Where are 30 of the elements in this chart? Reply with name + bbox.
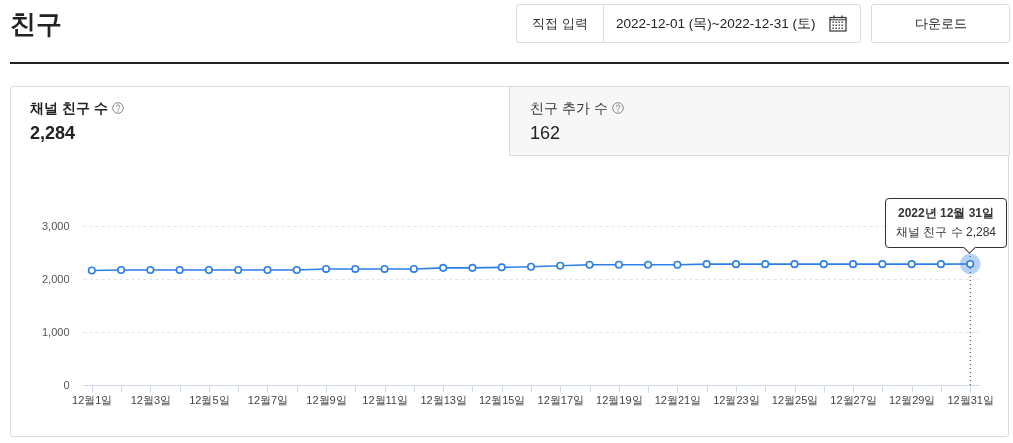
x-tick-label: 12월27일 — [830, 393, 877, 406]
text: 2,284 — [30, 123, 76, 143]
x-tick-label: 12월7일 — [247, 393, 289, 406]
text: 다운로드 — [914, 14, 967, 33]
annotation: 채널 친구 수 2,284 — [896, 223, 997, 241]
y-tick-label: 3,000 — [41, 219, 70, 232]
x-tick-label: 12월29일 — [888, 393, 936, 406]
tooltip: 2022년 12월 31일 채널 친구 수 2,284 — [885, 197, 1007, 253]
x-tick-label: 12월15일 — [478, 393, 526, 406]
x-tick-label: 12월1일 — [72, 393, 113, 406]
x-tick-label: 12월11일 — [362, 393, 408, 406]
x-tick-label: 12월21일 — [654, 393, 702, 406]
chart-title: 친구 — [10, 8, 62, 41]
x-tick-label: 12월17일 — [537, 393, 585, 406]
x-tick-label: 12월5일 — [189, 393, 230, 406]
x-tick-label: 12월23일 — [713, 393, 760, 406]
x-tick-label: 12월3일 — [130, 393, 172, 406]
x-tick-label: 12월13일 — [420, 393, 467, 406]
text: 직접 입력 — [532, 14, 588, 33]
x-tick-label: 12월19일 — [596, 393, 643, 406]
y-tick-label: 1,000 — [41, 325, 70, 338]
text: 2022-12-01 (목)~2022-12-31 (토) — [616, 15, 816, 31]
x-tick-label: 12월25일 — [771, 393, 819, 406]
y-tick-label: 0 — [63, 378, 70, 391]
y-tick-label: 2,000 — [41, 272, 70, 285]
x-tick-label: 12월31일 — [947, 393, 994, 406]
text: 채널 친구 수 — [30, 99, 108, 117]
text: 162 — [530, 123, 561, 143]
text: 친구 추가 수 — [530, 99, 608, 117]
x-tick-label: 12월9일 — [306, 393, 347, 406]
